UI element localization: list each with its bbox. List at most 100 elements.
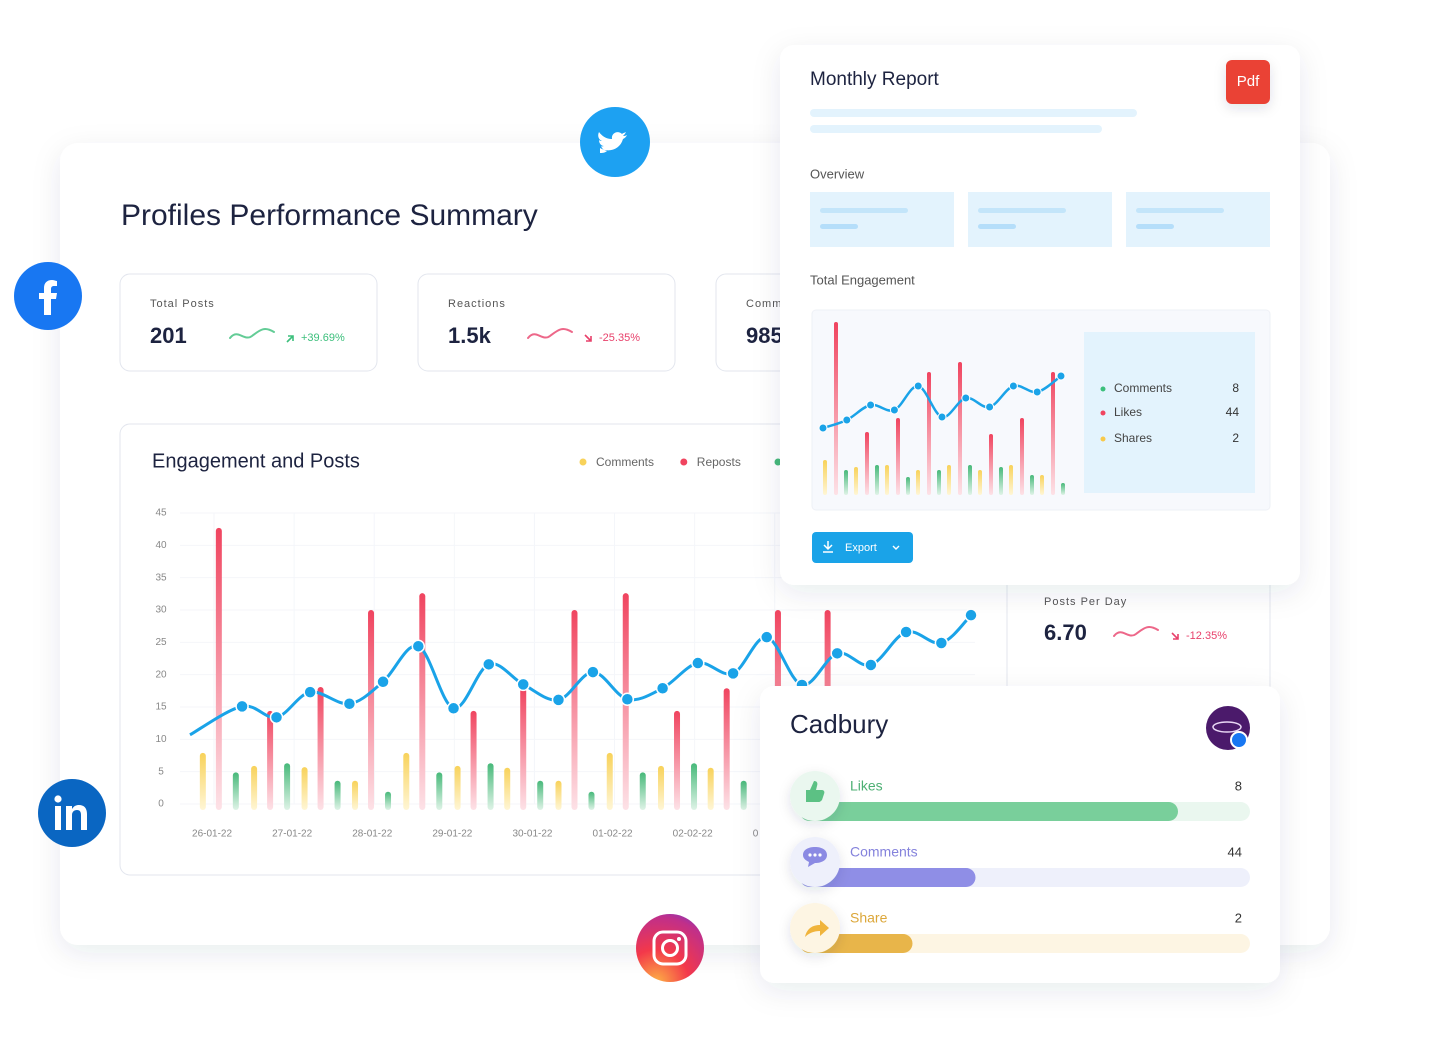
mini-point [985, 402, 995, 412]
y-tick-label: 35 [155, 572, 167, 583]
export-button[interactable]: Export [812, 532, 913, 563]
line-point [516, 677, 530, 692]
ppd-value: 6.70 [1044, 620, 1087, 645]
row-value: 44 [1228, 844, 1242, 859]
y-tick-label: 15 [155, 702, 167, 713]
bar [284, 763, 291, 810]
kpi-label: Total Posts [150, 298, 215, 310]
line-point [964, 608, 978, 622]
kpi-value: 201 [150, 323, 187, 348]
mini-point [818, 423, 828, 433]
mini-bar [865, 432, 869, 495]
mini-bar [1061, 483, 1065, 495]
bar [470, 710, 477, 810]
instagram-icon [636, 914, 704, 982]
y-tick-label: 45 [155, 508, 167, 519]
line-point [864, 658, 878, 672]
row-label: Share [850, 910, 888, 926]
mini-bar [999, 467, 1003, 495]
line-point [934, 636, 949, 650]
mini-bar [1040, 475, 1044, 495]
line-point [376, 675, 390, 689]
mini-bar [989, 434, 993, 495]
pdf-badge[interactable]: Pdf [1226, 60, 1270, 104]
trend-arrow [584, 334, 592, 342]
ppd-change: -12.35% [1186, 630, 1227, 642]
placeholder [978, 208, 1066, 213]
y-tick-label: 0 [158, 799, 164, 810]
mini-point [913, 381, 923, 391]
bar [606, 752, 613, 810]
line-point [482, 657, 496, 672]
mini-bar [947, 465, 951, 495]
x-tick-label: 30-01-22 [512, 829, 552, 840]
row-value: 2 [1235, 910, 1242, 925]
download-icon[interactable] [823, 541, 833, 553]
legend-value: 2 [1232, 431, 1239, 445]
pdf-icon[interactable] [1226, 60, 1270, 104]
linkedin-glyph [66, 805, 87, 830]
dot [808, 853, 812, 857]
export-label[interactable]: Export [845, 542, 877, 554]
mini-bar [844, 470, 848, 495]
cadbury-title: Cadbury [790, 709, 888, 739]
ppd-label: Posts Per Day [1044, 596, 1127, 608]
line-point [726, 666, 740, 681]
progress-bar [800, 868, 976, 887]
mini-bar [1051, 372, 1055, 495]
mini-bar [916, 470, 920, 495]
placeholder [820, 224, 858, 229]
row-label: Comments [850, 844, 918, 860]
line-point [620, 692, 635, 706]
share-icon [805, 920, 829, 937]
dot [813, 853, 817, 857]
summary-title: Profiles Performance Summary [121, 199, 538, 232]
legend-label: Shares [1114, 431, 1152, 445]
mini-bar [906, 477, 910, 495]
y-tick-label: 20 [155, 669, 167, 680]
x-tick-label: 27-01-22 [272, 829, 312, 840]
bar [520, 688, 527, 810]
mini-bar [978, 470, 982, 495]
line-point [342, 697, 357, 711]
mini-point [961, 393, 971, 403]
kpi-change: -25.35% [599, 332, 640, 344]
legend-label: Likes [1114, 405, 1142, 419]
bar [215, 527, 222, 810]
trend-arrow [1171, 632, 1179, 640]
line-point [551, 693, 566, 707]
chevron[interactable] [892, 545, 900, 550]
line-point [830, 646, 844, 661]
mini-bar [1030, 475, 1034, 495]
legend-value: 44 [1226, 405, 1240, 419]
bar [691, 763, 698, 810]
kpi-change: +39.69% [301, 332, 345, 344]
engagement-label: Total Engagement [810, 272, 915, 287]
mini-point [1032, 387, 1042, 397]
progress-track [800, 934, 1250, 953]
kpi-value: 1.5k [448, 323, 492, 348]
line-point [691, 656, 705, 670]
sparkline [1113, 626, 1159, 637]
mini-point [866, 400, 876, 410]
facebook-badge [1230, 731, 1248, 749]
sparkline [229, 328, 275, 339]
mini-bar [1020, 418, 1024, 495]
instagram-glyph [652, 930, 688, 966]
legend-dot [1100, 410, 1106, 416]
cadbury-panel: Cadbury [760, 686, 1280, 983]
pdf-label[interactable]: Pdf [1237, 73, 1260, 90]
y-tick-label: 30 [155, 605, 167, 616]
legend-dot [579, 458, 587, 466]
y-tick-label: 5 [158, 766, 164, 777]
export-bg[interactable] [812, 532, 913, 563]
bar [707, 767, 714, 810]
mini-bar [968, 465, 972, 495]
bar [740, 780, 747, 810]
bar [487, 763, 494, 810]
overview-box [810, 192, 954, 247]
line-point [899, 625, 913, 639]
mini-bar [958, 362, 962, 495]
